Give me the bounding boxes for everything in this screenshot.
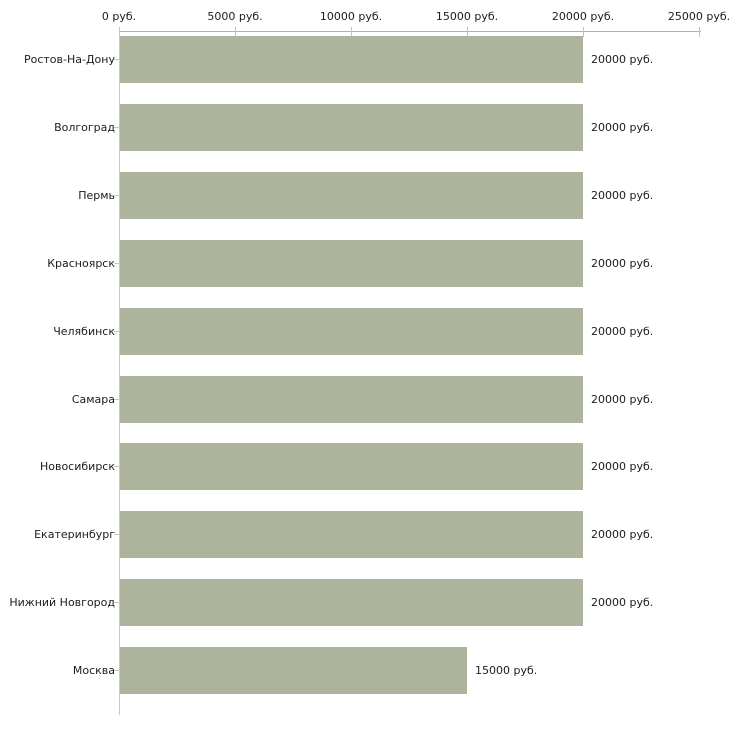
category-tick-mark	[114, 534, 119, 535]
value-label: 20000 руб.	[591, 325, 654, 338]
x-tick-mark	[467, 27, 468, 37]
value-label: 20000 руб.	[591, 257, 654, 270]
bar	[120, 647, 467, 694]
value-label: 20000 руб.	[591, 460, 654, 473]
x-tick-mark	[583, 27, 584, 37]
y-axis-line	[119, 31, 120, 715]
x-tick-label: 15000 руб.	[435, 10, 499, 23]
category-label: Челябинск	[53, 325, 115, 338]
category-tick-mark	[114, 602, 119, 603]
category-tick-mark	[114, 59, 119, 60]
value-label: 20000 руб.	[591, 528, 654, 541]
category-label: Москва	[72, 664, 115, 677]
category-tick-mark	[114, 127, 119, 128]
category-label: Новосибирск	[39, 460, 115, 473]
value-label: 20000 руб.	[591, 53, 654, 66]
value-label: 15000 руб.	[475, 664, 538, 677]
x-tick-label: 10000 руб.	[319, 10, 383, 23]
category-tick-mark	[114, 670, 119, 671]
x-tick-label: 25000 руб.	[667, 10, 730, 23]
bar	[120, 36, 583, 83]
bar	[120, 443, 583, 490]
category-tick-mark	[114, 263, 119, 264]
bar	[120, 579, 583, 626]
value-label: 20000 руб.	[591, 189, 654, 202]
bar	[120, 308, 583, 355]
x-tick-mark	[699, 27, 700, 37]
category-tick-mark	[114, 399, 119, 400]
category-label: Екатеринбург	[34, 528, 115, 541]
x-tick-mark	[235, 27, 236, 37]
value-label: 20000 руб.	[591, 596, 654, 609]
x-tick-label: 20000 руб.	[551, 10, 615, 23]
x-tick-mark	[119, 27, 120, 37]
category-tick-mark	[114, 331, 119, 332]
bar	[120, 376, 583, 423]
x-tick-mark	[351, 27, 352, 37]
category-label: Ростов-На-Дону	[23, 53, 115, 66]
category-label: Волгоград	[54, 121, 115, 134]
x-tick-label: 5000 руб.	[207, 10, 263, 23]
value-label: 20000 руб.	[591, 393, 654, 406]
category-label: Пермь	[78, 189, 115, 202]
category-tick-mark	[114, 195, 119, 196]
bar	[120, 240, 583, 287]
category-tick-mark	[114, 466, 119, 467]
x-axis-line	[119, 31, 701, 32]
category-label: Самара	[71, 393, 115, 406]
category-label: Красноярск	[47, 257, 115, 270]
x-tick-label: 0 руб.	[101, 10, 137, 23]
bar	[120, 511, 583, 558]
category-label: Нижний Новгород	[9, 596, 115, 609]
value-label: 20000 руб.	[591, 121, 654, 134]
bar	[120, 104, 583, 151]
bar	[120, 172, 583, 219]
